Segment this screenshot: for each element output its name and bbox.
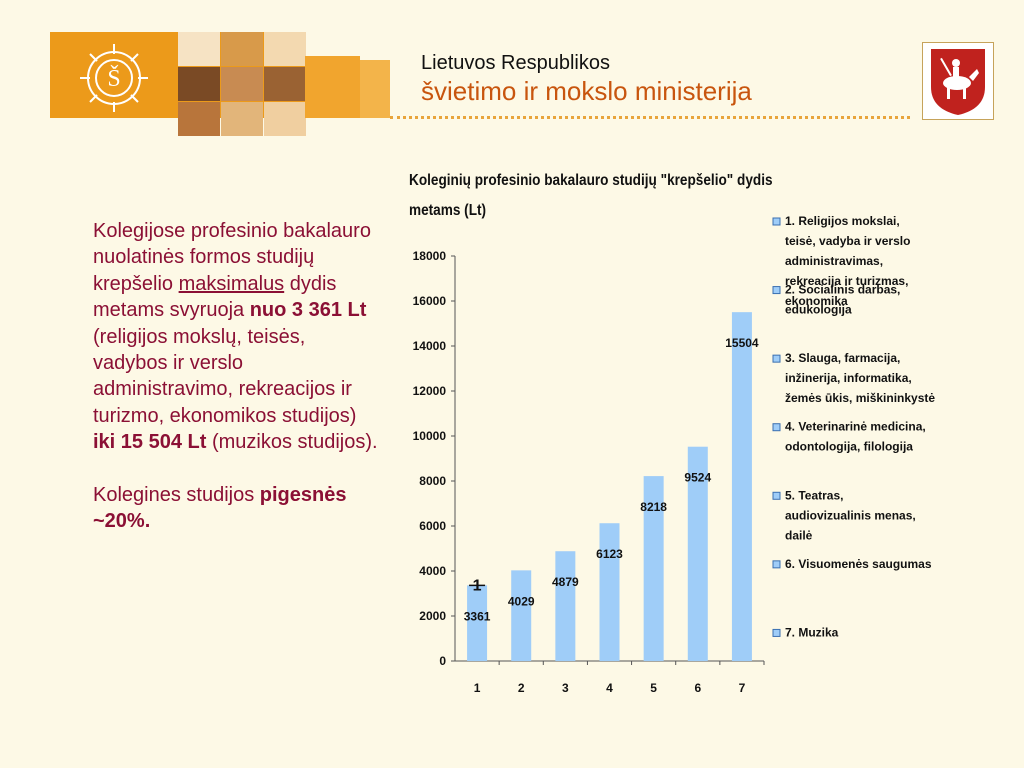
y-tick-label: 2000 — [419, 609, 446, 623]
data-label: 9524 — [684, 471, 711, 485]
header-decor-block — [360, 60, 390, 118]
legend-entry: 7. Muzika — [785, 625, 839, 639]
conclusion-bold-text: pigesnės ~20%. — [93, 483, 347, 533]
legend-entry: 6. Visuomenės saugumas — [785, 557, 932, 571]
summary-text-run: Kolegijose profesinio bakalauro nuolatin… — [93, 220, 371, 295]
legend-swatch — [772, 354, 781, 363]
header-photo-collage — [178, 32, 306, 138]
legend-swatch — [772, 628, 781, 637]
vytis-coat-of-arms-icon — [931, 49, 985, 115]
legend-swatch — [772, 491, 781, 500]
legend-entry: 1. Religijos mokslai, teisė, vadyba ir ve… — [785, 214, 910, 308]
bar — [511, 570, 532, 661]
bar — [555, 551, 576, 661]
ministry-emblem-icon: Š — [80, 44, 148, 112]
data-label: 15504 — [725, 336, 759, 350]
header-title-line2: švietimo ir mokslo ministerija — [421, 76, 752, 106]
y-tick-label: 18000 — [413, 249, 447, 263]
legend-entry: 5. Teatras, audiovizualinis menas, dailė — [785, 488, 916, 542]
conclusion-text-run: Kolegines studijos — [93, 483, 260, 506]
ministry-header: Š Lietuvos Respublikos švietimo ir moksl… — [0, 0, 1024, 140]
y-tick-label: 14000 — [413, 339, 447, 353]
legend-entry: 3. Slauga, farmacija, inžinerija, informa… — [785, 351, 935, 405]
summary-underlined-text: maksimalus — [178, 272, 285, 295]
summary-text-run: (muzikos studijos). — [206, 431, 378, 454]
bar — [687, 446, 708, 661]
x-tick-label: 2 — [518, 681, 525, 695]
x-tick-label: 1 — [474, 681, 481, 695]
legend-entry: 4. Veterinarinė medicina, odontologija, f… — [785, 420, 926, 454]
bar — [599, 523, 620, 661]
legend-swatch — [772, 560, 781, 569]
y-tick-label: 6000 — [419, 519, 446, 533]
bar — [467, 585, 488, 661]
legend-swatch — [772, 286, 781, 295]
y-tick-label: 16000 — [413, 294, 447, 308]
svg-text:Š: Š — [107, 65, 120, 92]
annotation-label: 1 — [473, 577, 482, 594]
y-tick-label: 12000 — [413, 384, 447, 398]
bar — [643, 476, 664, 661]
x-tick-label: 7 — [739, 681, 746, 695]
header-divider — [390, 116, 910, 119]
header-decor-block — [305, 56, 360, 118]
y-tick-label: 10000 — [413, 429, 447, 443]
summary-paragraph: Kolegijose profesinio bakalauro nuolatin… — [93, 218, 378, 456]
bar — [731, 312, 752, 661]
x-tick-label: 5 — [650, 681, 657, 695]
conclusion-paragraph: Kolegines studijos pigesnės ~20%. — [93, 482, 378, 535]
x-tick-label: 6 — [694, 681, 701, 695]
coat-of-arms-frame — [922, 42, 994, 120]
legend-swatch — [772, 217, 781, 226]
legend-entry: 2. Socialinis darbas, edukologija — [785, 283, 900, 317]
data-label: 4029 — [508, 594, 535, 608]
x-tick-label: 4 — [606, 681, 613, 695]
data-label: 3361 — [464, 609, 491, 623]
summary-text: Kolegijose profesinio bakalauro nuolatin… — [93, 218, 378, 534]
summary-text-run: (religijos mokslų, teisės, vadybos ir ve… — [93, 325, 357, 427]
y-tick-label: 4000 — [419, 564, 446, 578]
y-tick-label: 8000 — [419, 474, 446, 488]
data-label: 6123 — [596, 547, 623, 561]
summary-min-amount: nuo 3 361 Lt — [249, 299, 367, 322]
data-label: 4879 — [552, 575, 579, 589]
y-tick-label: 0 — [439, 654, 446, 668]
chart-title: Koleginių profesinio bakalauro studijų "… — [409, 172, 773, 219]
summary-text-run: dydis metams svyruoja — [93, 272, 337, 322]
data-label: 8218 — [640, 500, 667, 514]
summary-max-amount: iki 15 504 Lt — [93, 431, 207, 454]
legend-swatch — [772, 423, 781, 432]
x-tick-label: 3 — [562, 681, 569, 695]
header-title-line1: Lietuvos Respublikos — [421, 52, 610, 74]
chart-legend: 1. Religijos mokslai, teisė, vadyba ir ve… — [772, 214, 935, 639]
